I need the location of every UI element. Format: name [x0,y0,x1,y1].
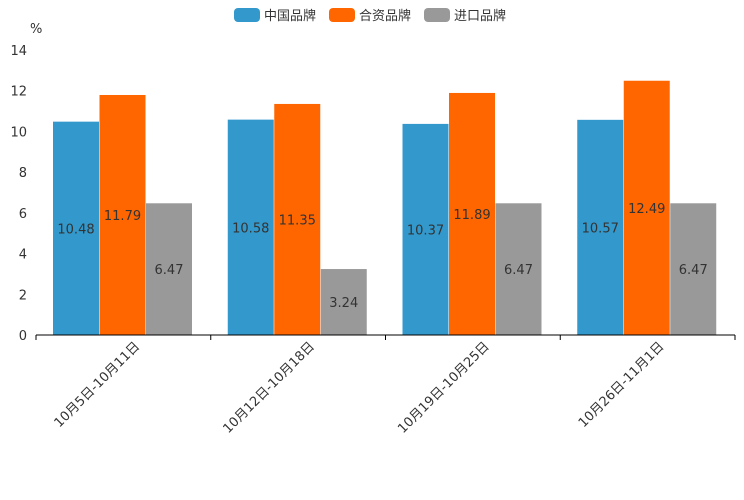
bars-group: 10.48 11.79 6.47 10.58 11.35 3.24 10.37 11.89 6.… [53,80,717,336]
bar [577,119,624,335]
y-tick-label: 10 [10,125,27,140]
bar-data-label: 10.58 [232,221,269,236]
x-tick-label: 10月12日-10月18日 [220,339,317,436]
bar [274,103,321,335]
x-tick-label: 10月26日-11月1日 [576,339,668,431]
legend-swatch[interactable] [424,8,450,22]
bar-data-label: 6.47 [504,263,533,278]
x-tick-label: 10月5日-10月11日 [52,339,144,431]
bar [495,203,542,335]
legend-swatch[interactable] [329,8,355,22]
bar-data-label: 10.57 [582,221,619,236]
y-tick-label: 14 [10,44,27,59]
bar-data-label: 11.89 [453,208,490,223]
bar-data-label: 11.79 [104,209,141,224]
bar [146,203,192,335]
y-tick-label: 8 [19,166,27,181]
legend-swatch[interactable] [234,8,260,22]
bar [320,269,367,335]
bar-data-label: 10.37 [407,223,444,238]
bar-data-label: 10.48 [57,222,94,237]
bar [99,94,146,335]
y-tick-label: 12 [10,85,27,100]
y-tick-label: 2 [19,288,27,303]
y-tick-label: 0 [19,329,27,344]
y-tick-label: 6 [19,207,27,222]
x-axis: 10月5日-10月11日 10月12日-10月18日 10月19日-10月25日 10… [35,334,736,437]
legend-label[interactable]: 中国品牌 [264,8,316,24]
y-axis: 0 2 4 6 8 10 12 14 [10,44,27,344]
bar-data-label: 6.47 [155,263,184,278]
legend-label[interactable]: 进口品牌 [454,8,506,24]
x-tick-label: 10月19日-10月25日 [395,339,492,436]
bar-data-label: 11.35 [279,213,316,228]
y-tick-label: 4 [19,248,27,263]
bar-data-label: 6.47 [679,263,708,278]
legend: 中国品牌 合资品牌 进口品牌 [234,8,506,24]
bar-data-label: 12.49 [628,202,665,217]
bar [227,119,274,335]
bar [670,203,717,335]
bar [449,92,495,335]
y-axis-unit-label: % [30,22,42,37]
bar [623,80,670,335]
bar [402,123,449,336]
bar [53,121,99,336]
bar-data-label: 3.24 [329,296,358,311]
legend-label[interactable]: 合资品牌 [359,8,411,24]
